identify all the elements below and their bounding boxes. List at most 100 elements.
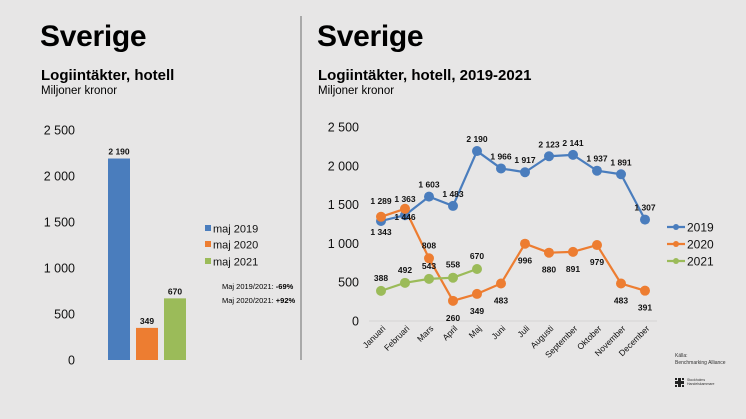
bar-maj-2019 (108, 158, 130, 360)
y-tick-label: 1 500 (44, 216, 75, 230)
data-point-2019 (424, 191, 434, 202)
y-tick-label: 2 500 (44, 124, 75, 138)
x-tick-label: Mars (415, 323, 435, 343)
note-label: Maj 2019/2021: (222, 282, 276, 291)
data-label-2020: 808 (422, 240, 436, 250)
data-label-2020: 391 (638, 303, 652, 313)
data-label-2020: 1 446 (394, 212, 416, 222)
data-label-2020: 996 (518, 256, 532, 266)
data-label-2019: 1 966 (490, 151, 512, 161)
data-label-2019: 1 289 (370, 196, 392, 206)
data-point-2020 (544, 247, 554, 258)
bar-maj-2020 (136, 327, 158, 360)
data-point-2020 (448, 295, 458, 306)
data-label-2020: 979 (590, 257, 604, 267)
data-label-2021: 543 (422, 261, 436, 271)
data-point-2020 (520, 238, 530, 249)
data-point-2020 (376, 211, 386, 222)
data-point-2021 (424, 273, 434, 284)
y-tick-label: 2 500 (328, 121, 359, 135)
x-tick-label: Februari (382, 323, 412, 353)
data-point-2019 (520, 167, 530, 178)
data-label-2019: 1 307 (634, 203, 656, 213)
logo-text-line2: Handelskammare (687, 381, 715, 386)
data-point-2020 (472, 288, 482, 299)
note-value: -69% (275, 282, 294, 291)
comparison-note-2020-2021: Maj 2020/2021: +92% (222, 297, 295, 305)
legend-label: 2021 (687, 255, 714, 269)
data-label-2019: 1 483 (442, 189, 464, 199)
comparison-note-2019-2021: Maj 2019/2021: -69% (222, 283, 293, 291)
chamber-logo: Stockholms Handelskammare (675, 378, 714, 387)
data-label-2020: 1 343 (370, 227, 392, 237)
x-tick-label: April (440, 323, 459, 342)
y-tick-label: 0 (352, 315, 359, 329)
bar-data-label: 349 (140, 316, 154, 326)
data-label-2021: 558 (446, 260, 460, 270)
data-point-2021 (376, 285, 386, 296)
data-point-2019 (592, 165, 602, 176)
series-line-2020 (380, 207, 646, 302)
data-point-2020 (616, 278, 626, 289)
data-label-2020: 260 (446, 313, 460, 323)
data-point-2019 (496, 163, 506, 174)
source-label: Källa: (675, 353, 688, 359)
right-chart-title: Logiintäkter, hotell, 2019-2021 (318, 67, 532, 84)
legend-marker-2020 (673, 241, 679, 247)
left-title: Sverige (40, 20, 147, 53)
data-label-2020: 349 (470, 306, 484, 316)
legend-swatch (205, 241, 211, 247)
data-label-2020: 483 (494, 296, 508, 306)
right-chart-unit: Miljoner kronor (318, 85, 395, 97)
legend-marker-2019 (673, 224, 679, 230)
data-label-2019: 1 917 (514, 155, 536, 165)
note-label: Maj 2020/2021: (222, 296, 276, 305)
data-point-2020 (496, 278, 506, 289)
left-chart-unit: Miljoner kronor (41, 85, 118, 97)
data-label-2019: 2 190 (466, 134, 488, 144)
data-point-2019 (544, 151, 554, 162)
data-point-2019 (640, 214, 650, 225)
data-point-2019 (616, 169, 626, 180)
y-tick-label: 2 000 (328, 159, 359, 173)
data-label-2019: 2 123 (538, 139, 560, 149)
y-tick-label: 0 (68, 354, 75, 368)
data-label-2019: 1 937 (586, 154, 608, 164)
data-label-2021: 670 (470, 251, 484, 261)
data-point-2020 (640, 285, 650, 296)
x-tick-label: Maj (467, 323, 484, 340)
data-label-2020: 880 (542, 265, 556, 275)
legend-label: maj 2021 (213, 257, 258, 269)
data-label-2019: 1 363 (394, 194, 416, 204)
note-value: +92% (275, 296, 296, 305)
data-label-2021: 388 (374, 273, 388, 283)
chamber-logo-icon (675, 378, 684, 387)
data-point-2019 (568, 149, 578, 160)
panel-divider (300, 16, 302, 360)
y-tick-label: 1 000 (44, 262, 75, 276)
data-label-2019: 1 891 (610, 157, 632, 167)
data-point-2020 (424, 253, 434, 264)
x-tick-label: Juni (489, 323, 507, 341)
legend-swatch (205, 258, 211, 264)
legend-label: maj 2019 (213, 224, 258, 236)
legend-swatch (205, 225, 211, 231)
data-point-2020 (592, 240, 602, 251)
data-point-2021 (400, 277, 410, 288)
y-tick-label: 500 (338, 276, 359, 290)
data-point-2019 (472, 146, 482, 157)
y-tick-label: 1 500 (328, 198, 359, 212)
y-tick-label: 2 000 (44, 170, 75, 184)
data-point-2019 (448, 200, 458, 211)
data-label-2019: 2 141 (562, 138, 584, 148)
legend-marker-2021 (673, 258, 679, 264)
data-point-2021 (472, 264, 482, 275)
data-label-2020: 891 (566, 264, 580, 274)
bar-data-label: 2 190 (108, 147, 130, 157)
legend-label: 2019 (687, 221, 714, 235)
bar-maj-2021 (164, 298, 186, 360)
x-tick-label: Juli (515, 323, 531, 339)
legend-label: 2020 (687, 238, 714, 252)
